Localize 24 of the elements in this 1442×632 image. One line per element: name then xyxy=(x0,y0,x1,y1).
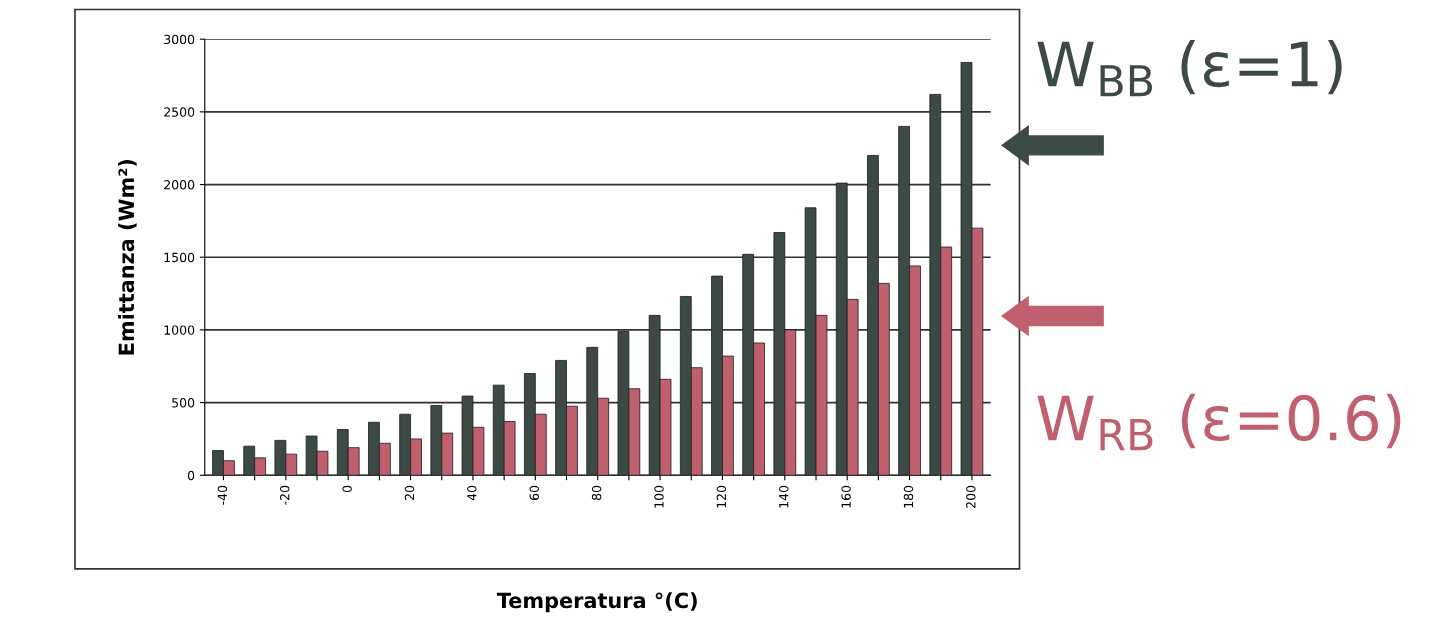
x-tick-label: 120 xyxy=(716,485,727,508)
x-tick-label: -40 xyxy=(217,485,228,505)
y-axis-title: Emittanza (Wm²) xyxy=(118,159,137,355)
legend-label: W$_{RB}$ (ε=0.6) xyxy=(1037,393,1401,451)
x-tick-label: 80 xyxy=(591,485,602,501)
x-tick-label: 180 xyxy=(903,485,914,508)
x-tick-label: 0 xyxy=(342,485,352,493)
x-tick-label: -20 xyxy=(280,485,290,505)
x-tick-label: 100 xyxy=(654,485,664,508)
x-tick-label: 40 xyxy=(467,485,477,501)
x-tick-label: 140 xyxy=(779,485,789,508)
y-tick-label: 1000 xyxy=(164,325,195,335)
y-tick-label: 3000 xyxy=(164,34,195,45)
y-tick-label: 1500 xyxy=(164,252,195,263)
y-tick-label: 500 xyxy=(172,398,195,408)
x-axis-title: Temperatura °(C) xyxy=(496,592,697,613)
y-tick-label: 2000 xyxy=(164,180,195,190)
x-tick-label: 200 xyxy=(966,485,976,508)
y-tick-label: 0 xyxy=(187,470,195,481)
x-tick-label: 160 xyxy=(841,485,851,508)
y-tick-label: 2500 xyxy=(164,107,195,117)
x-tick-label: 20 xyxy=(404,485,415,500)
series-label: W$_{BB}$ (ε=1) xyxy=(1037,39,1342,97)
x-tick-label: 60 xyxy=(529,485,539,501)
